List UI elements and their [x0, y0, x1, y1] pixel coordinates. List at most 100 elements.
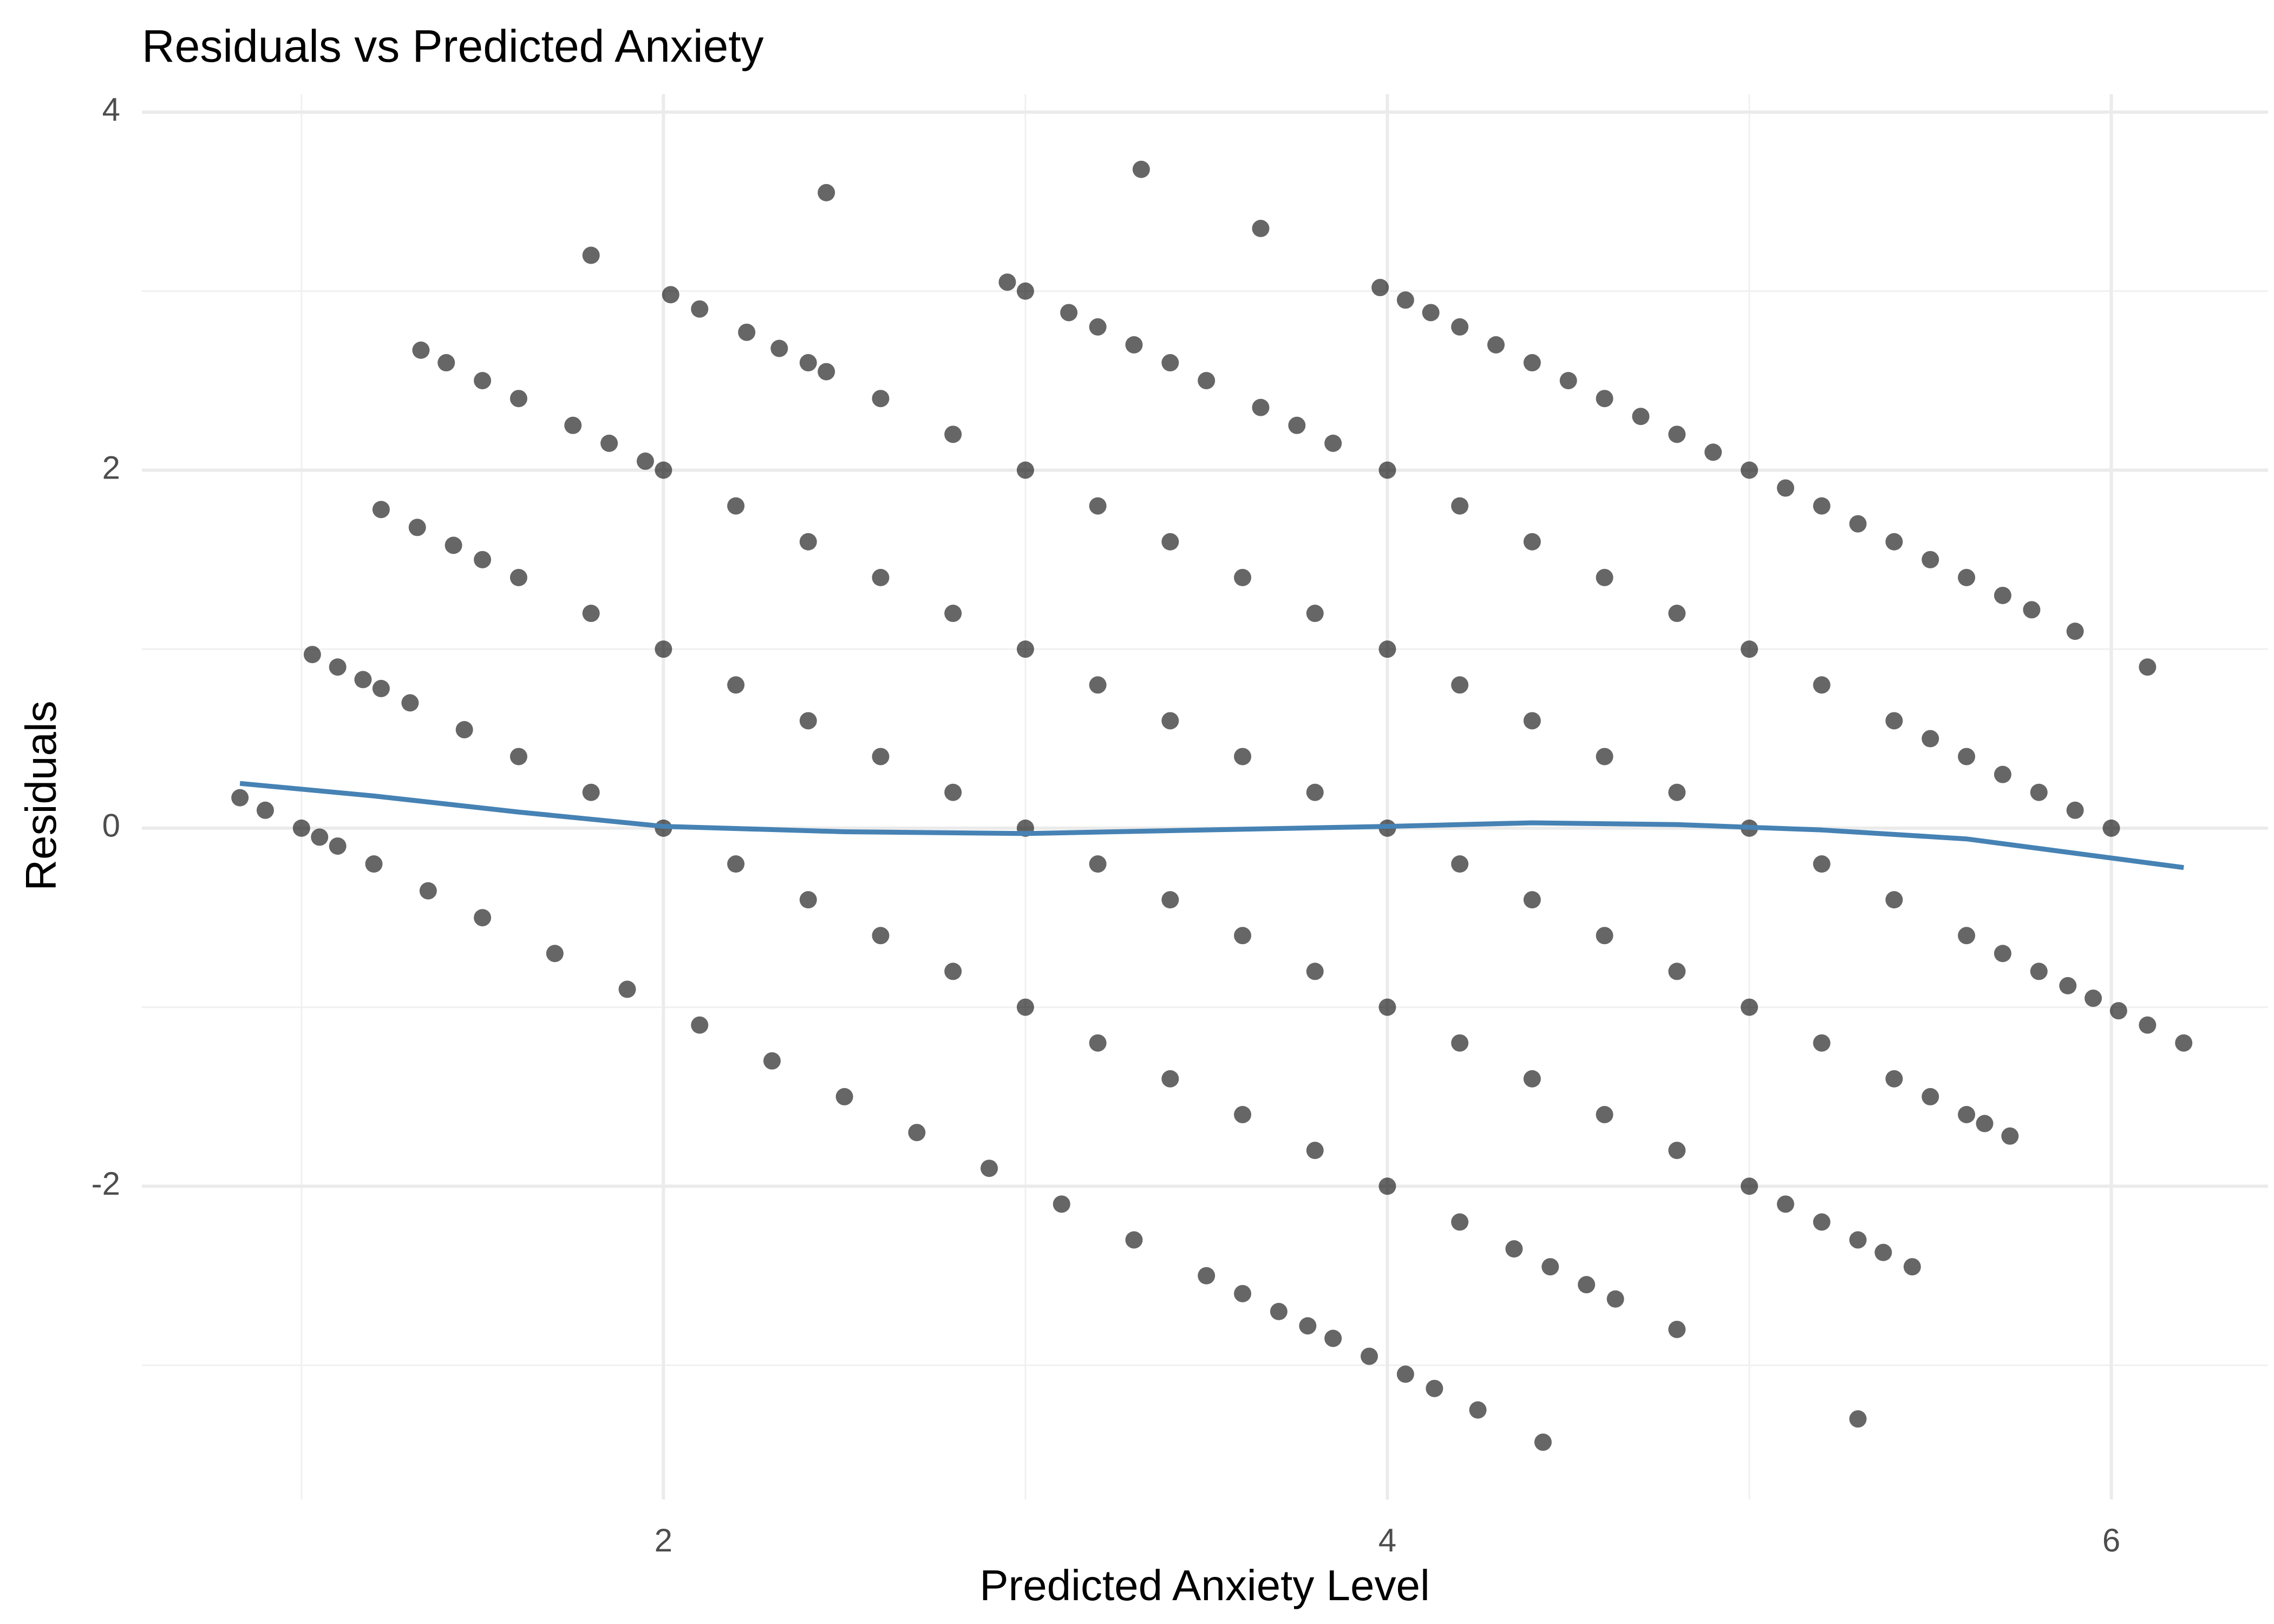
point	[799, 354, 817, 372]
point	[799, 533, 817, 551]
point	[1813, 855, 1831, 873]
point	[1016, 282, 1034, 300]
point	[1740, 998, 1758, 1016]
point	[1523, 1070, 1541, 1088]
point	[1288, 416, 1306, 434]
point	[1849, 1410, 1867, 1428]
point	[1813, 1034, 1831, 1052]
point	[1324, 434, 1342, 452]
point	[372, 501, 390, 519]
point	[908, 1124, 926, 1142]
point	[1234, 568, 1252, 586]
point	[372, 679, 390, 697]
point	[365, 855, 383, 873]
point	[1668, 425, 1686, 443]
point	[600, 434, 618, 452]
point	[1016, 998, 1034, 1016]
point	[1740, 1177, 1758, 1195]
x-tick-label: 4	[1378, 1522, 1396, 1558]
point	[2023, 601, 2041, 619]
point	[1378, 1177, 1396, 1195]
x-axis-title: Predicted Anxiety Level	[979, 1561, 1430, 1609]
point	[1885, 891, 1903, 909]
point	[1451, 676, 1469, 694]
point	[1885, 533, 1903, 551]
point	[944, 605, 962, 623]
y-tick-label: 4	[102, 91, 120, 128]
x-tick-label: 6	[2102, 1522, 2120, 1558]
point	[1234, 927, 1252, 945]
point	[799, 712, 817, 730]
point	[763, 1052, 781, 1070]
point	[1994, 945, 2011, 962]
point	[944, 962, 962, 980]
point	[1922, 551, 1939, 568]
point	[2139, 1016, 2157, 1034]
point	[1523, 712, 1541, 730]
point	[1161, 891, 1179, 909]
point	[1813, 497, 1831, 515]
point	[1324, 1330, 1342, 1347]
point	[2030, 962, 2048, 980]
point	[1451, 1034, 1469, 1052]
point	[1422, 304, 1440, 322]
point	[2139, 658, 2157, 676]
point	[944, 783, 962, 801]
point	[1396, 291, 1414, 309]
point	[1596, 748, 1613, 765]
point	[1596, 1105, 1613, 1123]
point	[818, 184, 835, 201]
point	[1125, 336, 1143, 353]
point	[1541, 1258, 1559, 1276]
point	[738, 323, 756, 341]
point	[1776, 479, 1794, 497]
point	[1668, 783, 1686, 801]
point	[329, 837, 347, 855]
point	[1426, 1379, 1443, 1397]
point	[1451, 855, 1469, 873]
point	[727, 676, 745, 694]
point	[1958, 927, 1976, 945]
point	[727, 855, 745, 873]
point	[1234, 1105, 1252, 1123]
point	[1606, 1290, 1624, 1308]
point	[1053, 1195, 1070, 1213]
point	[1874, 1243, 1892, 1261]
point	[1813, 1213, 1831, 1231]
point	[1578, 1276, 1596, 1294]
point	[474, 909, 492, 927]
point	[1306, 783, 1324, 801]
point	[582, 605, 600, 623]
point	[835, 1088, 853, 1105]
y-axis-title: Residuals	[17, 700, 65, 890]
point	[1016, 461, 1034, 479]
point	[799, 891, 817, 909]
point	[419, 882, 437, 900]
point	[655, 461, 672, 479]
point	[1378, 998, 1396, 1016]
x-tick-label: 2	[655, 1522, 672, 1558]
point	[1234, 748, 1252, 765]
point	[1270, 1302, 1288, 1320]
point	[1668, 1142, 1686, 1160]
point	[1451, 497, 1469, 515]
point	[1161, 533, 1179, 551]
point	[1994, 586, 2011, 604]
point	[1252, 398, 1270, 416]
point	[445, 536, 462, 554]
point	[1596, 390, 1613, 408]
point	[401, 694, 419, 712]
point	[1060, 304, 1078, 322]
point	[872, 927, 890, 945]
point	[691, 1016, 709, 1034]
point	[509, 568, 527, 586]
point	[1885, 1070, 1903, 1088]
point	[1668, 962, 1686, 980]
point	[872, 568, 890, 586]
point	[1740, 640, 1758, 658]
point	[582, 783, 600, 801]
point	[998, 273, 1016, 291]
point	[311, 828, 329, 846]
point	[474, 551, 492, 568]
